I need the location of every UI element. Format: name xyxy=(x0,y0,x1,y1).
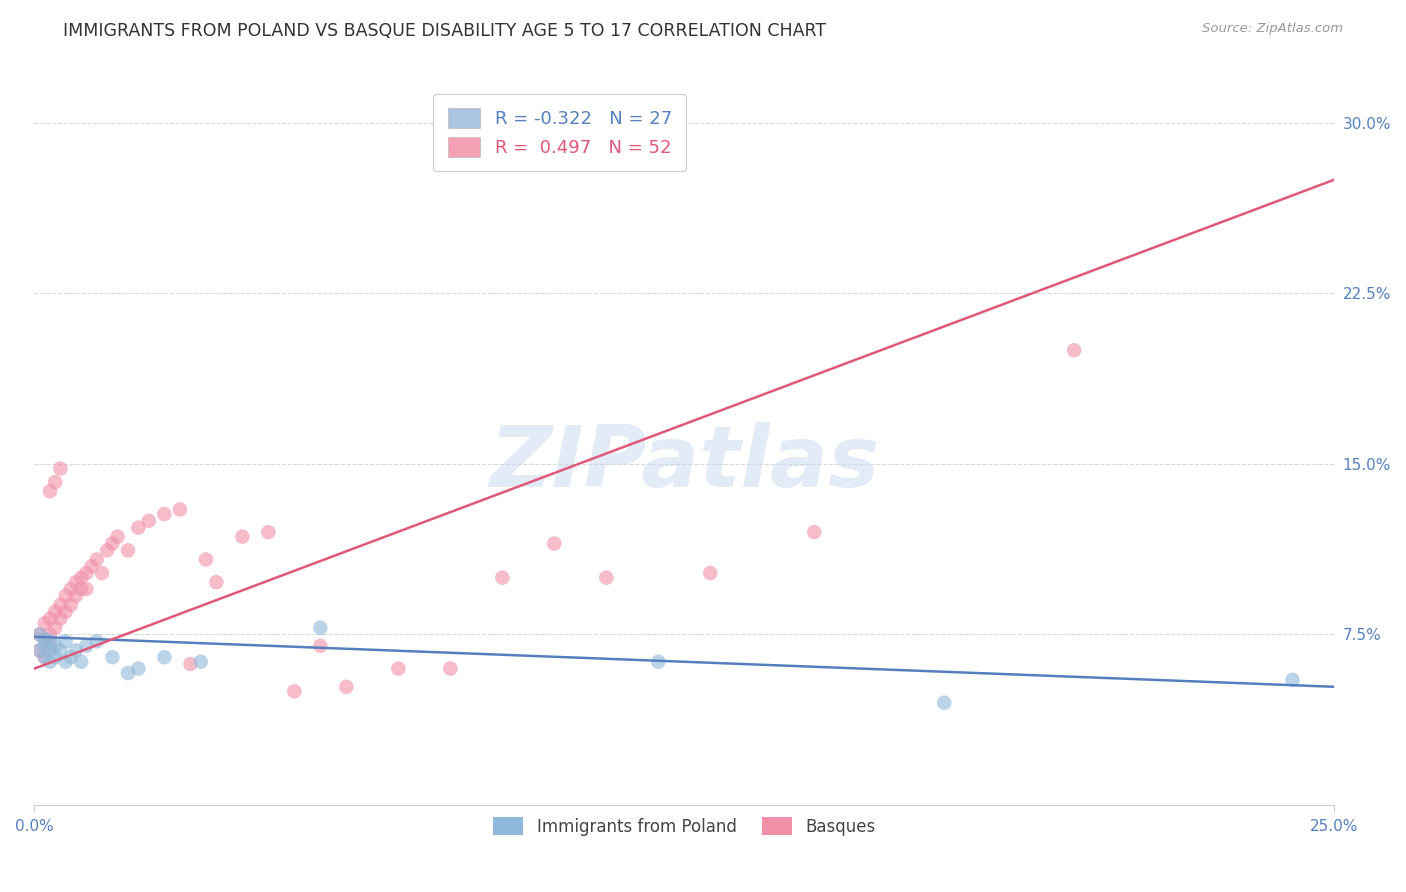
Point xyxy=(101,650,124,665)
Point xyxy=(309,621,332,635)
Point xyxy=(387,662,409,676)
Point xyxy=(39,484,62,499)
Point xyxy=(335,680,357,694)
Point xyxy=(699,566,721,580)
Point xyxy=(86,634,108,648)
Point xyxy=(44,605,66,619)
Point xyxy=(28,643,51,657)
Point xyxy=(80,559,103,574)
Point xyxy=(283,684,305,698)
Point xyxy=(179,657,201,671)
Point xyxy=(39,655,62,669)
Point xyxy=(49,461,72,475)
Point xyxy=(934,696,956,710)
Point xyxy=(1281,673,1303,687)
Point xyxy=(117,666,139,681)
Point xyxy=(205,575,228,590)
Point xyxy=(96,543,118,558)
Point xyxy=(44,475,66,490)
Point xyxy=(803,525,825,540)
Point xyxy=(65,575,87,590)
Text: ZIPatlas: ZIPatlas xyxy=(489,422,879,505)
Point xyxy=(39,611,62,625)
Point xyxy=(44,650,66,665)
Point xyxy=(44,621,66,635)
Point xyxy=(55,655,77,669)
Point xyxy=(39,643,62,657)
Point xyxy=(34,639,56,653)
Point xyxy=(86,552,108,566)
Point xyxy=(75,582,97,596)
Point xyxy=(543,536,565,550)
Point xyxy=(59,650,82,665)
Point xyxy=(75,639,97,653)
Point xyxy=(190,655,212,669)
Point xyxy=(49,643,72,657)
Point xyxy=(194,552,217,566)
Point xyxy=(65,589,87,603)
Point xyxy=(55,589,77,603)
Point xyxy=(127,662,149,676)
Point xyxy=(101,536,124,550)
Text: Source: ZipAtlas.com: Source: ZipAtlas.com xyxy=(1202,22,1343,36)
Legend: Immigrants from Poland, Basques: Immigrants from Poland, Basques xyxy=(485,809,883,844)
Point xyxy=(1063,343,1085,358)
Point xyxy=(595,571,617,585)
Point xyxy=(59,598,82,612)
Point xyxy=(75,566,97,580)
Point xyxy=(117,543,139,558)
Point xyxy=(28,627,51,641)
Point xyxy=(138,514,160,528)
Point xyxy=(439,662,461,676)
Point xyxy=(491,571,513,585)
Text: IMMIGRANTS FROM POLAND VS BASQUE DISABILITY AGE 5 TO 17 CORRELATION CHART: IMMIGRANTS FROM POLAND VS BASQUE DISABIL… xyxy=(63,22,827,40)
Point xyxy=(55,634,77,648)
Point xyxy=(55,605,77,619)
Point xyxy=(70,655,93,669)
Point xyxy=(49,598,72,612)
Point xyxy=(70,582,93,596)
Point xyxy=(34,632,56,646)
Point xyxy=(107,530,129,544)
Point xyxy=(153,650,176,665)
Point xyxy=(39,639,62,653)
Point xyxy=(70,571,93,585)
Point xyxy=(34,650,56,665)
Point xyxy=(169,502,191,516)
Point xyxy=(34,632,56,646)
Point xyxy=(34,616,56,631)
Point xyxy=(39,634,62,648)
Point xyxy=(49,611,72,625)
Point xyxy=(65,643,87,657)
Point xyxy=(257,525,280,540)
Point xyxy=(34,650,56,665)
Point xyxy=(28,627,51,641)
Point xyxy=(127,521,149,535)
Point xyxy=(59,582,82,596)
Point xyxy=(39,627,62,641)
Point xyxy=(28,643,51,657)
Point xyxy=(44,639,66,653)
Point xyxy=(231,530,253,544)
Point xyxy=(153,507,176,521)
Point xyxy=(91,566,114,580)
Point xyxy=(309,639,332,653)
Point xyxy=(647,655,669,669)
